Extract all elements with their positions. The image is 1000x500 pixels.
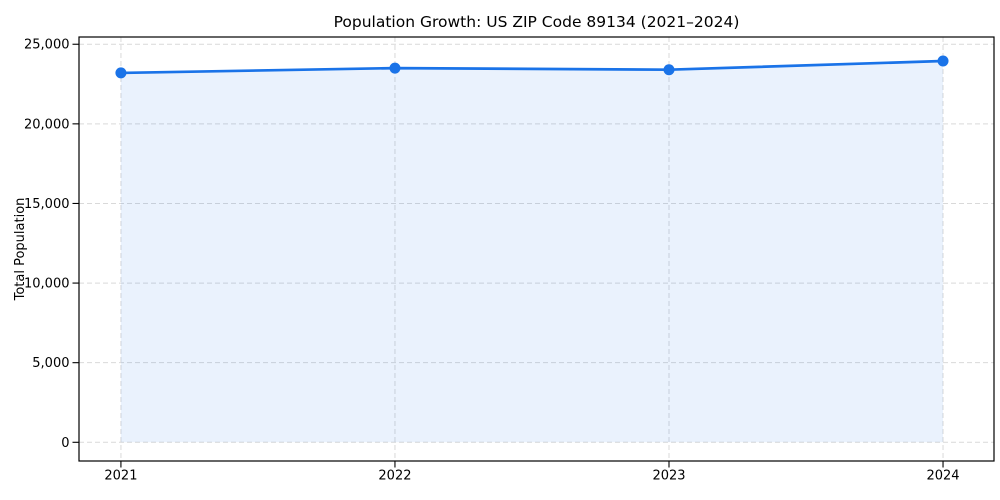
x-tick-label: 2021 bbox=[104, 469, 137, 484]
y-tick-label: 10,000 bbox=[24, 277, 70, 292]
data-point bbox=[937, 55, 949, 67]
y-tick-label: 0 bbox=[61, 436, 69, 451]
axis-frame bbox=[78, 36, 995, 462]
y-tick-label: 20,000 bbox=[24, 117, 70, 132]
y-tick-label: 5,000 bbox=[32, 356, 69, 371]
data-point bbox=[115, 67, 127, 79]
x-tick-label: 2023 bbox=[652, 469, 685, 484]
area-fill bbox=[120, 61, 943, 443]
x-tick-label: 2022 bbox=[378, 469, 411, 484]
y-tick-label: 25,000 bbox=[24, 38, 70, 53]
data-point bbox=[663, 64, 675, 76]
trend-line bbox=[119, 59, 945, 75]
y-tick-label: 15,000 bbox=[24, 197, 70, 212]
chart-title: Population Growth: US ZIP Code 89134 (20… bbox=[333, 13, 740, 31]
x-tick-label: 2024 bbox=[926, 469, 959, 484]
data-point bbox=[389, 62, 401, 74]
